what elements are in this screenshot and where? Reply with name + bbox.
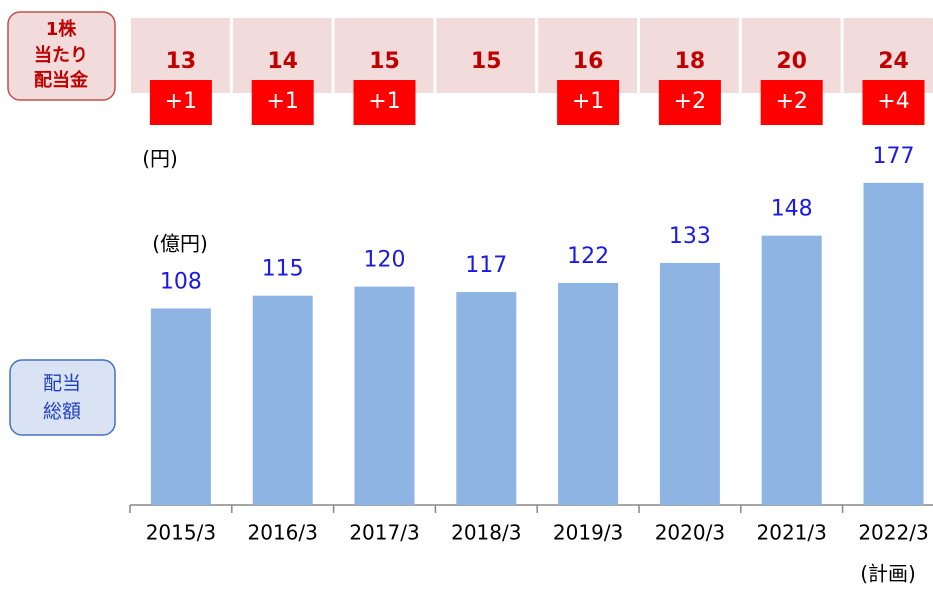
bar — [456, 292, 517, 505]
increase-label: +1 — [368, 89, 400, 114]
increase-box — [862, 80, 925, 125]
increase-box — [353, 80, 416, 125]
dps-label-box — [7, 11, 116, 101]
x-tick-label: 2017/3 — [349, 521, 419, 545]
value-label: 148 — [771, 197, 813, 222]
bar — [252, 295, 313, 505]
value-label: 122 — [567, 244, 609, 269]
x-tick-label: 2018/3 — [451, 521, 521, 545]
plan-note: (計画) — [860, 562, 916, 586]
total-label-box — [9, 359, 116, 436]
unit: (億円) — [152, 232, 208, 256]
total-label: 配当 — [43, 373, 81, 395]
value-label: 117 — [465, 253, 507, 278]
bar — [558, 282, 619, 505]
dps-label: 当たり — [34, 44, 88, 66]
value-label: 177 — [873, 144, 915, 169]
increase-box — [658, 80, 721, 125]
value-label: 120 — [364, 248, 406, 273]
dps-value: 13 — [166, 49, 197, 74]
x-tick-label: 2021/3 — [757, 521, 827, 545]
increase-label: +1 — [165, 89, 197, 114]
increase-box — [149, 80, 212, 125]
dps-value: 14 — [267, 49, 298, 74]
bar — [761, 235, 822, 505]
x-tick-label: 2020/3 — [655, 521, 725, 545]
increase-label: +2 — [775, 89, 807, 114]
value-label: 133 — [669, 224, 711, 249]
bar — [863, 182, 924, 506]
dps-label: 配当金 — [34, 69, 89, 91]
increase-label: +1 — [266, 89, 298, 114]
increase-box — [251, 80, 314, 125]
x-tick-label: 2022/3 — [858, 521, 928, 545]
bar — [150, 308, 211, 505]
increase-label: +2 — [674, 89, 706, 114]
dps-value: 18 — [675, 49, 706, 74]
bar — [659, 262, 720, 505]
value-label: 115 — [262, 257, 304, 282]
x-tick-label: 2015/3 — [146, 521, 216, 545]
x-tick-label: 2016/3 — [248, 521, 318, 545]
value-label: 108 — [160, 269, 202, 294]
dps-value: 15 — [369, 49, 400, 74]
dps-unit: (円) — [142, 147, 178, 171]
increase-label: +1 — [572, 89, 604, 114]
dps-value: 20 — [776, 49, 807, 74]
increase-label: +4 — [877, 89, 909, 114]
dps-value: 24 — [878, 49, 909, 74]
dps-value: 15 — [471, 49, 502, 74]
total-label: 総額 — [43, 401, 81, 423]
dps-value: 16 — [573, 49, 604, 74]
dps-label: 1株 — [46, 18, 78, 40]
increase-box — [760, 80, 823, 125]
x-tick-label: 2019/3 — [553, 521, 623, 545]
bar — [354, 286, 415, 505]
dps-cell — [436, 18, 536, 93]
increase-box — [557, 80, 620, 125]
